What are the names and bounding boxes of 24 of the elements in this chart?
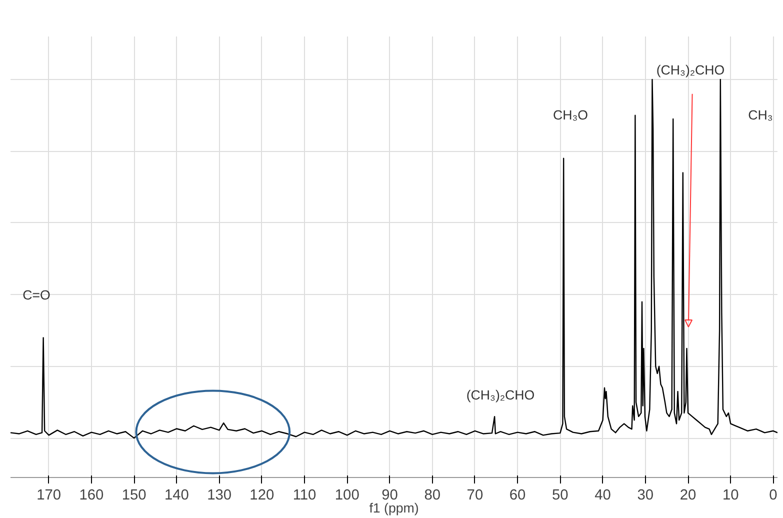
- x-tick-label: 50: [552, 488, 568, 504]
- text: (CH₃)₂CHO: [656, 62, 725, 78]
- x-tick-label: 160: [79, 488, 104, 504]
- x-tick-label: 140: [164, 488, 189, 504]
- annotation: C=O: [22, 288, 50, 302]
- x-tick-label: 60: [509, 488, 526, 504]
- x-tick-label: 80: [424, 488, 441, 504]
- x-tick-label: 30: [637, 488, 654, 504]
- annotation: CH₃: [748, 108, 773, 122]
- x-tick-label: 110: [292, 488, 316, 504]
- x-tick-label: 150: [122, 488, 146, 504]
- x-tick-label: 10: [722, 488, 739, 504]
- x-tick-label: 90: [382, 488, 398, 504]
- annotation: (CH₃)₂CHO: [466, 388, 535, 402]
- x-tick-label: 40: [594, 488, 611, 504]
- x-tick-label: 20: [680, 488, 696, 504]
- x-tick-label: 100: [334, 488, 360, 504]
- x-tick-label: 70: [466, 488, 484, 504]
- annotation: CH₃O: [552, 108, 588, 122]
- x-tick-label: 170: [36, 488, 62, 504]
- x-tick-label: 120: [250, 488, 274, 504]
- x-tick-label: 130: [207, 488, 232, 504]
- x-axis-title: f1 (ppm): [369, 500, 419, 516]
- x-tick-label: 0: [769, 488, 778, 504]
